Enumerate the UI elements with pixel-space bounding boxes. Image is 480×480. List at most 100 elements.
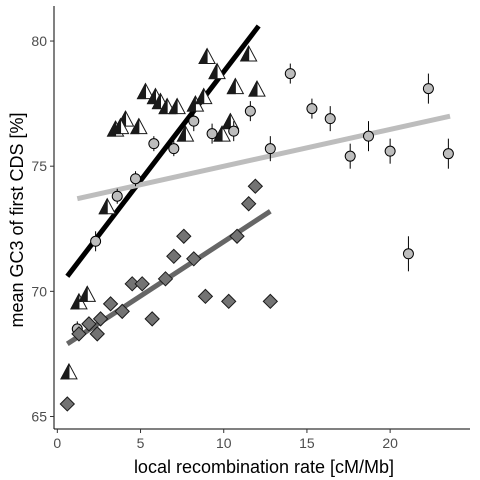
circle-marker [111, 190, 123, 202]
circle-marker [244, 105, 256, 117]
diamond-point [102, 296, 119, 312]
circle-marker [284, 68, 296, 80]
y-tick-label: 80 [31, 33, 47, 49]
circle-point [206, 123, 218, 144]
data-points [59, 44, 454, 412]
circle-point [264, 136, 276, 162]
circle-point [344, 143, 356, 169]
triangle-fill [194, 88, 205, 105]
triangle-fill [226, 78, 236, 95]
circle-point [324, 106, 336, 132]
circle-point [422, 73, 434, 104]
triangle-fill [130, 118, 140, 135]
triangle-point [98, 197, 117, 215]
triangle-fill [70, 293, 80, 310]
circle-point [384, 138, 396, 164]
triangle-fill [78, 286, 88, 302]
circle-point [244, 101, 256, 122]
circle-marker [306, 103, 318, 115]
triangle-point [248, 80, 266, 97]
circle-marker [206, 128, 218, 140]
diamond-point [81, 316, 97, 332]
x-tick-label: 20 [382, 435, 398, 451]
diamond-point [134, 276, 150, 292]
triangle-point [239, 44, 258, 62]
circle-point [168, 141, 180, 157]
circle-point [362, 121, 374, 152]
fit-line [76, 113, 451, 202]
circle-point [402, 236, 414, 272]
fit-line [65, 24, 261, 278]
triangle-point [130, 117, 148, 135]
triangle-point [226, 77, 245, 95]
x-tick-label: 0 [53, 435, 61, 451]
circle-marker [324, 113, 336, 125]
circle-marker [442, 148, 454, 160]
x-axis-title: local recombination rate [cM/Mb] [134, 457, 394, 477]
circle-marker [264, 143, 276, 155]
axes: 0 5 10 15 20 65 70 75 80 [31, 6, 470, 451]
triangle-point [168, 97, 186, 115]
triangle-point [208, 62, 226, 80]
triangle-fill [248, 80, 258, 97]
circle-point [188, 111, 200, 132]
circle-marker [90, 235, 102, 247]
diamond-point [157, 271, 174, 287]
diamond-point [197, 288, 214, 305]
circle-marker [130, 173, 142, 185]
triangle-point [213, 125, 231, 142]
x-tick-label: 5 [137, 435, 145, 451]
circle-marker [422, 83, 434, 95]
triangle-fill [198, 48, 208, 65]
diamond-point [186, 251, 202, 267]
circle-point [130, 171, 142, 187]
diamond-point [262, 293, 279, 310]
triangle-fill [168, 98, 178, 115]
circle-marker [402, 248, 414, 260]
circle-point [90, 231, 102, 252]
diamond-point [166, 248, 182, 265]
triangle-point [176, 125, 195, 142]
x-tick-label: 10 [216, 435, 232, 451]
triangle-fill [221, 113, 231, 130]
circle-point [148, 136, 160, 152]
diamond-point [221, 293, 237, 310]
y-tick-label: 65 [31, 408, 47, 424]
diamond-point [89, 326, 105, 342]
triangle-point [198, 47, 216, 65]
triangle-fill [136, 83, 147, 100]
triangle-fill [208, 63, 218, 80]
triangle-fill [60, 363, 70, 380]
circle-point [284, 63, 296, 84]
circle-marker [362, 130, 374, 142]
triangle-fill [151, 93, 161, 110]
triangle-point [60, 362, 78, 380]
y-axis-title: mean GC3 of first CDS [%] [7, 112, 27, 327]
circle-point [306, 98, 318, 119]
diamond-point [144, 311, 160, 327]
circle-marker [228, 125, 240, 137]
triangle-fill [146, 88, 157, 105]
diamond-point [176, 228, 192, 244]
triangle-point [111, 117, 130, 135]
y-tick-label: 70 [31, 283, 47, 299]
diamond-point [92, 311, 109, 327]
circle-marker [168, 143, 180, 155]
diamond-point [71, 326, 87, 342]
diamond-point [114, 303, 130, 320]
circle-point [228, 121, 240, 142]
diamond-point [240, 196, 257, 212]
triangle-fill [239, 45, 250, 62]
triangle-point [78, 285, 97, 302]
triangle-point [194, 87, 213, 105]
diamond-point [59, 396, 76, 412]
triangle-fill [111, 118, 122, 135]
triangle-fill [98, 198, 108, 215]
x-tick-label: 15 [299, 435, 315, 451]
diamond-point [229, 228, 245, 244]
triangle-fill [186, 95, 196, 112]
circle-point [442, 138, 454, 169]
circle-marker [148, 138, 160, 150]
circle-marker [188, 115, 200, 127]
